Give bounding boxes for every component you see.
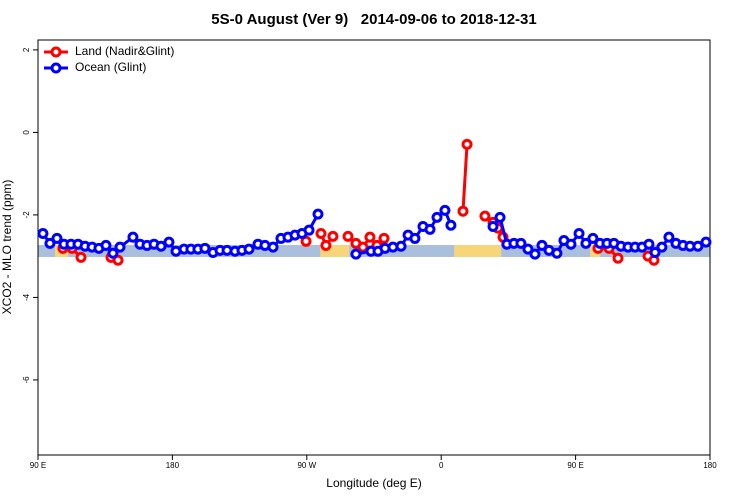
point <box>315 227 327 239</box>
point <box>364 231 376 243</box>
point <box>163 236 175 248</box>
point <box>357 241 369 253</box>
point <box>350 248 362 260</box>
y-tick-label: -6 <box>22 376 31 384</box>
point <box>487 220 499 232</box>
band-highlight <box>320 245 350 257</box>
point <box>522 243 534 255</box>
point <box>649 246 661 258</box>
point <box>37 227 49 239</box>
x-tick-label: 0 <box>439 461 444 470</box>
y-tick-label: -4 <box>22 293 31 301</box>
point <box>643 238 655 250</box>
legend-label: Land (Nadir&Glint) <box>75 44 174 58</box>
point <box>656 241 668 253</box>
point <box>457 205 469 217</box>
point <box>199 242 211 254</box>
x-tick-label: 90 W <box>297 461 316 470</box>
point <box>300 235 312 247</box>
point <box>587 232 599 244</box>
y-tick-label: 0 <box>22 130 31 135</box>
point <box>612 252 624 264</box>
point <box>529 248 541 260</box>
point <box>327 230 339 242</box>
point <box>445 219 457 231</box>
point <box>573 227 585 239</box>
point <box>51 232 63 244</box>
point <box>44 237 56 249</box>
point <box>100 239 112 251</box>
plot-frame <box>37 39 711 456</box>
point <box>320 239 332 251</box>
y-tick-label: -2 <box>22 211 31 219</box>
point <box>107 247 119 259</box>
x-tick-label: 180 <box>703 461 717 470</box>
legend-marker <box>50 62 62 74</box>
point <box>243 243 255 255</box>
legend-marker <box>50 46 62 58</box>
point <box>127 231 139 243</box>
point <box>112 254 124 266</box>
point <box>663 231 675 243</box>
point <box>439 204 451 216</box>
x-tick-label: 90 E <box>30 461 46 470</box>
chart-title: 5S-0 August (Ver 9) 2014-09-06 to 2018-1… <box>211 11 536 28</box>
point <box>395 240 407 252</box>
point <box>536 239 548 251</box>
point <box>378 232 390 244</box>
point <box>409 232 421 244</box>
y-axis-label: XCO2 - MLO trend (ppm) <box>0 180 14 315</box>
point <box>692 240 704 252</box>
x-tick-label: 90 E <box>567 461 583 470</box>
legend-label: Ocean (Glint) <box>75 60 146 74</box>
band-highlight <box>454 245 502 257</box>
point <box>312 208 324 220</box>
x-axis-label: Longitude (deg E) <box>326 476 421 490</box>
point <box>75 251 87 263</box>
point <box>700 236 712 248</box>
point <box>580 237 592 249</box>
point <box>155 240 167 252</box>
point <box>431 211 443 223</box>
point <box>267 241 279 253</box>
point <box>479 210 491 222</box>
point <box>114 241 126 253</box>
point <box>461 138 473 150</box>
point <box>303 224 315 236</box>
y-tick-label: 2 <box>22 47 31 52</box>
point <box>515 237 527 249</box>
point <box>565 238 577 250</box>
x-tick-label: 180 <box>166 461 180 470</box>
point <box>342 230 354 242</box>
point <box>424 223 436 235</box>
point <box>494 211 506 223</box>
point <box>551 247 563 259</box>
